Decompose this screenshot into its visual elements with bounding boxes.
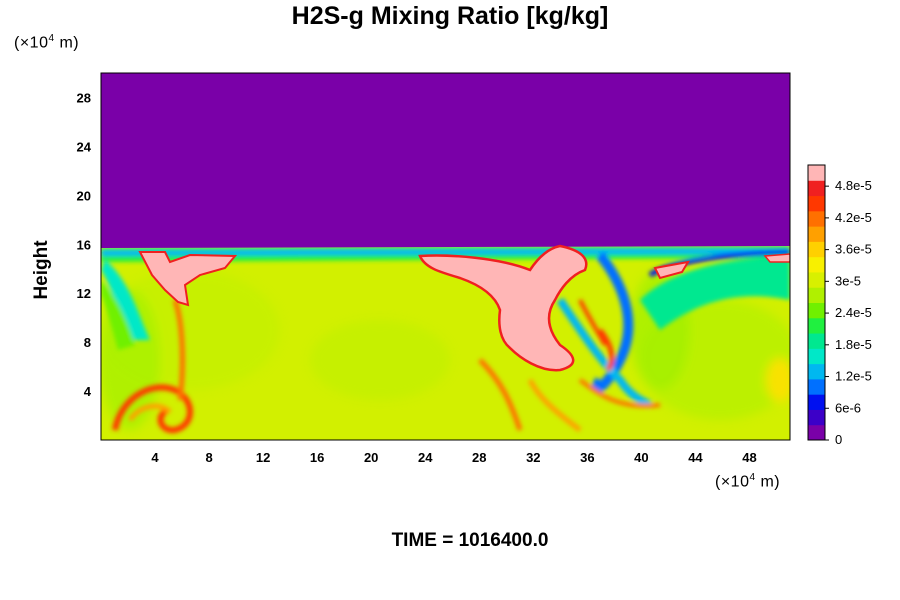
colorbar-label: 4.2e-5 bbox=[835, 210, 872, 225]
high-concentration-region bbox=[138, 244, 790, 372]
x-axis-unit: (×104 m) bbox=[715, 472, 781, 491]
colorbar-segment bbox=[808, 165, 825, 181]
x-tick-label: 4 bbox=[151, 450, 159, 465]
colorbar-segment bbox=[808, 180, 825, 197]
colorbar-label: 3.6e-5 bbox=[835, 242, 872, 257]
colorbar-segment bbox=[808, 424, 825, 441]
colorbar-label: 1.2e-5 bbox=[835, 369, 872, 384]
x-tick-label: 20 bbox=[364, 450, 378, 465]
colorbar-segment bbox=[808, 195, 825, 212]
colorbar-segment bbox=[808, 348, 825, 365]
y-tick-label: 4 bbox=[84, 384, 92, 399]
heatmap-field bbox=[101, 73, 790, 440]
y-tick-label: 16 bbox=[77, 237, 91, 252]
x-tick-label: 32 bbox=[526, 450, 540, 465]
colorbar-segment bbox=[808, 210, 825, 227]
colorbar-label: 3e-5 bbox=[835, 273, 861, 288]
colorbar-segment bbox=[808, 271, 825, 288]
colorbar-segment bbox=[808, 317, 825, 334]
plot-frame bbox=[100, 72, 791, 441]
colorbar-segment bbox=[808, 363, 825, 380]
colorbar-frame bbox=[807, 164, 826, 441]
x-tick-label: 8 bbox=[205, 450, 212, 465]
colorbar-label: 0 bbox=[835, 432, 842, 447]
x-tick-label: 36 bbox=[580, 450, 594, 465]
colorbar-segment bbox=[808, 333, 825, 349]
colorbar-segment bbox=[808, 302, 825, 319]
colorbar-label: 6e-6 bbox=[835, 400, 861, 415]
colorbar-segment bbox=[808, 394, 825, 410]
colorbar-segment bbox=[808, 226, 825, 242]
colorbar-segment bbox=[808, 409, 825, 426]
colorbar: 0 6e-6 1.2e-5 1.8e-5 2.4e-5 3e-5 3.6e-5 4.2e-5 4… bbox=[807, 164, 872, 447]
x-tick-label: 16 bbox=[310, 450, 324, 465]
x-tick-label: 28 bbox=[472, 450, 486, 465]
colorbar-segment bbox=[808, 256, 825, 273]
x-tick-label: 40 bbox=[634, 450, 648, 465]
colorbar-label: 2.4e-5 bbox=[835, 305, 872, 320]
time-label: TIME = 1016400.0 bbox=[391, 530, 549, 551]
x-tick-label: 12 bbox=[256, 450, 270, 465]
x-tick-label: 44 bbox=[688, 450, 703, 465]
colorbar-label: 4.8e-5 bbox=[835, 178, 872, 193]
y-tick-label: 12 bbox=[77, 286, 91, 301]
x-tick-label: 24 bbox=[418, 450, 433, 465]
y-tick-label: 8 bbox=[84, 335, 91, 350]
y-axis-ticks: 4 8 12 16 20 24 28 bbox=[77, 90, 92, 399]
y-tick-label: 28 bbox=[77, 90, 91, 105]
y-tick-label: 24 bbox=[77, 139, 92, 154]
x-tick-label: 48 bbox=[742, 450, 756, 465]
colorbar-segment bbox=[808, 378, 825, 395]
colorbar-label: 1.8e-5 bbox=[835, 337, 872, 352]
chart-title: H2S-g Mixing Ratio [kg/kg] bbox=[291, 2, 609, 30]
colorbar-segment bbox=[808, 287, 825, 303]
y-tick-label: 20 bbox=[77, 188, 91, 203]
colorbar-segment bbox=[808, 241, 825, 258]
x-axis-ticks: 4 8 12 16 20 24 28 32 36 40 44 48 bbox=[151, 450, 756, 465]
y-axis-unit: (×104 m) bbox=[14, 33, 80, 52]
